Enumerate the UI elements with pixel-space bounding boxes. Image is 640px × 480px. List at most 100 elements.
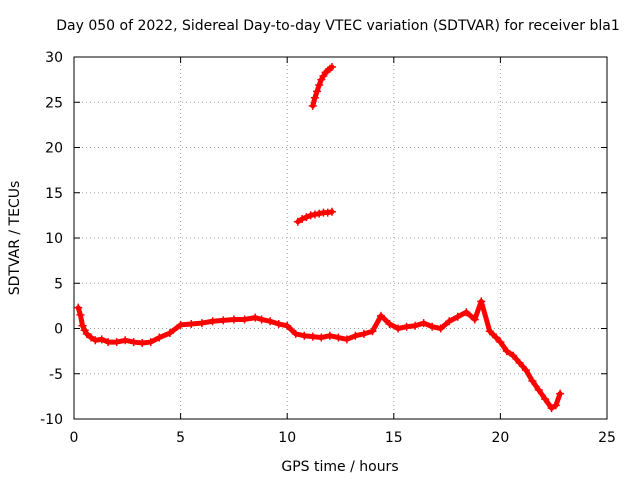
data-point [219,316,228,325]
data-point [91,336,100,345]
data-point [515,358,524,367]
data-point [323,208,332,217]
data-point [298,214,307,223]
data-point [283,321,292,330]
data-point [313,87,322,96]
data-point [291,329,300,338]
data-point [477,297,486,306]
data-point [470,315,479,324]
data-point [496,338,505,347]
data-point [274,319,283,328]
data-point [87,333,96,342]
data-point [82,329,91,338]
y-tick-label: 15 [45,186,63,202]
data-point [502,347,511,356]
y-tick-label: 0 [54,322,63,338]
chart-title: Day 050 of 2022, Sidereal Day-to-day VTE… [56,18,619,34]
data-point [310,210,319,219]
data-point [385,319,394,328]
data-point [187,319,196,328]
data-point [155,333,164,342]
data-point [112,338,121,347]
data-point [308,332,317,341]
data-point [315,209,324,218]
data-point [342,335,351,344]
data-point [208,317,217,326]
data-point [556,389,565,398]
series-segment-27 [308,62,336,110]
y-tick-label: 30 [45,50,63,66]
axis-ticks: 0 5 10 15 20 25 -10 -5 0 5 10 15 20 25 30 [40,50,616,446]
data-point [176,320,185,329]
y-axis-label: SDTVAR / TECUs [7,181,23,296]
data-point [300,331,309,340]
data-point [462,308,471,317]
data-point [229,315,238,324]
data-point [240,315,249,324]
data-point [521,366,530,375]
data-point [419,319,428,328]
grid [74,57,607,419]
data-point [528,376,537,385]
data-point [368,327,377,336]
data-point [266,317,275,326]
x-tick-label: 10 [278,430,296,446]
x-tick-label: 5 [176,430,185,446]
data-point [315,81,324,90]
data-point [293,217,302,226]
data-point [138,338,147,347]
x-tick-label: 0 [70,430,79,446]
data-point [310,93,319,102]
data-point [547,404,556,413]
data-point [453,312,462,321]
data-point [121,336,130,345]
series-segment-12 [293,207,336,226]
x-tick-label: 25 [598,430,616,446]
data-point [509,351,518,360]
data-point [308,101,317,110]
data-point [551,401,560,410]
data-point [327,62,336,71]
data-point [78,321,87,330]
data-point [377,311,386,320]
x-tick-label: 20 [491,430,509,446]
series-line [310,64,335,109]
data-point [351,331,360,340]
y-tick-label: -10 [40,412,63,428]
data-point [334,333,343,342]
data-point [411,321,420,330]
data-point [302,213,311,222]
series-main [74,297,565,413]
data-point [104,338,113,347]
data-point [394,324,403,333]
plot-frame [73,56,608,420]
y-tick-label: -5 [49,367,63,383]
series-line [75,298,563,411]
y-tick-label: 10 [45,231,63,247]
data-point [165,329,174,338]
data-point [251,313,260,322]
data-point [485,327,494,336]
data-point [197,319,206,328]
data-point [325,331,334,340]
y-tick-label: 20 [45,141,63,157]
data-point [359,329,368,338]
y-tick-label: 5 [54,276,63,292]
data-point [97,335,106,344]
data-point [76,310,85,319]
data-point [257,315,266,324]
data-point [541,395,550,404]
data-point [74,303,83,312]
data-point [306,211,315,220]
data-point [402,322,411,331]
y-tick-label: 25 [45,95,63,111]
data-point [492,333,501,342]
data-point [428,322,437,331]
data-point [129,338,138,347]
data-points [74,62,565,413]
x-axis-label: GPS time / hours [281,459,398,475]
data-point [445,317,454,326]
x-tick-label: 15 [385,430,403,446]
data-point [146,338,155,347]
